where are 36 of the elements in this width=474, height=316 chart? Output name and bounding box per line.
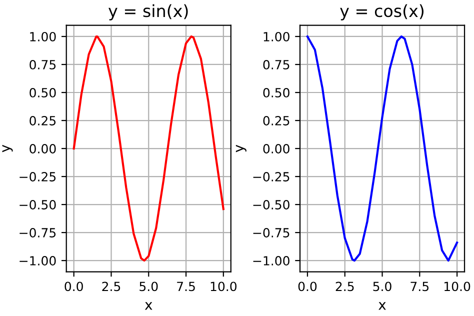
- y-tick-label: −1.00: [20, 256, 56, 266]
- y-tick-label: −0.75: [20, 228, 56, 238]
- line-series: [72, 35, 224, 262]
- x-tick-label: 5.0: [373, 282, 392, 292]
- x-axis-title: x: [378, 302, 386, 310]
- y-tick-label: 1.00: [264, 32, 290, 42]
- y-tick-label: 0.25: [263, 116, 290, 126]
- y-tick-label: −0.25: [253, 172, 290, 182]
- y-tick-label: 1.00: [30, 32, 56, 42]
- y-axis-title: y: [2, 144, 13, 152]
- y-tick-label: 0.75: [30, 60, 56, 70]
- x-tick-label: 5.0: [140, 282, 158, 292]
- x-tick-label: 2.5: [102, 282, 120, 292]
- x-tick-label: 0.0: [64, 282, 83, 292]
- chart-title: y = cos(x): [340, 4, 424, 20]
- x-tick-label: 2.5: [336, 282, 354, 292]
- x-tick-label: 7.5: [410, 282, 428, 292]
- x-tick-label: 7.5: [177, 282, 195, 292]
- chart-title: y = sin(x): [108, 4, 188, 20]
- y-tick-label: 0.00: [263, 144, 290, 154]
- y-tick-label: 0.50: [263, 88, 290, 98]
- y-tick-label: 0.50: [30, 88, 56, 98]
- y-tick-label: 0.75: [263, 60, 290, 70]
- x-tick-label: 10.0: [210, 282, 236, 292]
- line-series: [306, 35, 458, 262]
- y-tick-label: −0.50: [253, 200, 290, 210]
- x-tick-label: 0.0: [298, 282, 317, 292]
- x-tick-label: 10.0: [444, 282, 470, 292]
- y-axis-title: y: [236, 144, 246, 152]
- x-axis-title: x: [144, 302, 152, 310]
- y-tick-label: −0.50: [20, 200, 56, 210]
- y-tick-label: 0.25: [30, 116, 56, 126]
- y-tick-label: −0.75: [253, 228, 290, 238]
- y-tick-label: −1.00: [253, 256, 290, 266]
- y-tick-label: −0.25: [20, 172, 56, 182]
- y-tick-label: 0.00: [30, 144, 56, 154]
